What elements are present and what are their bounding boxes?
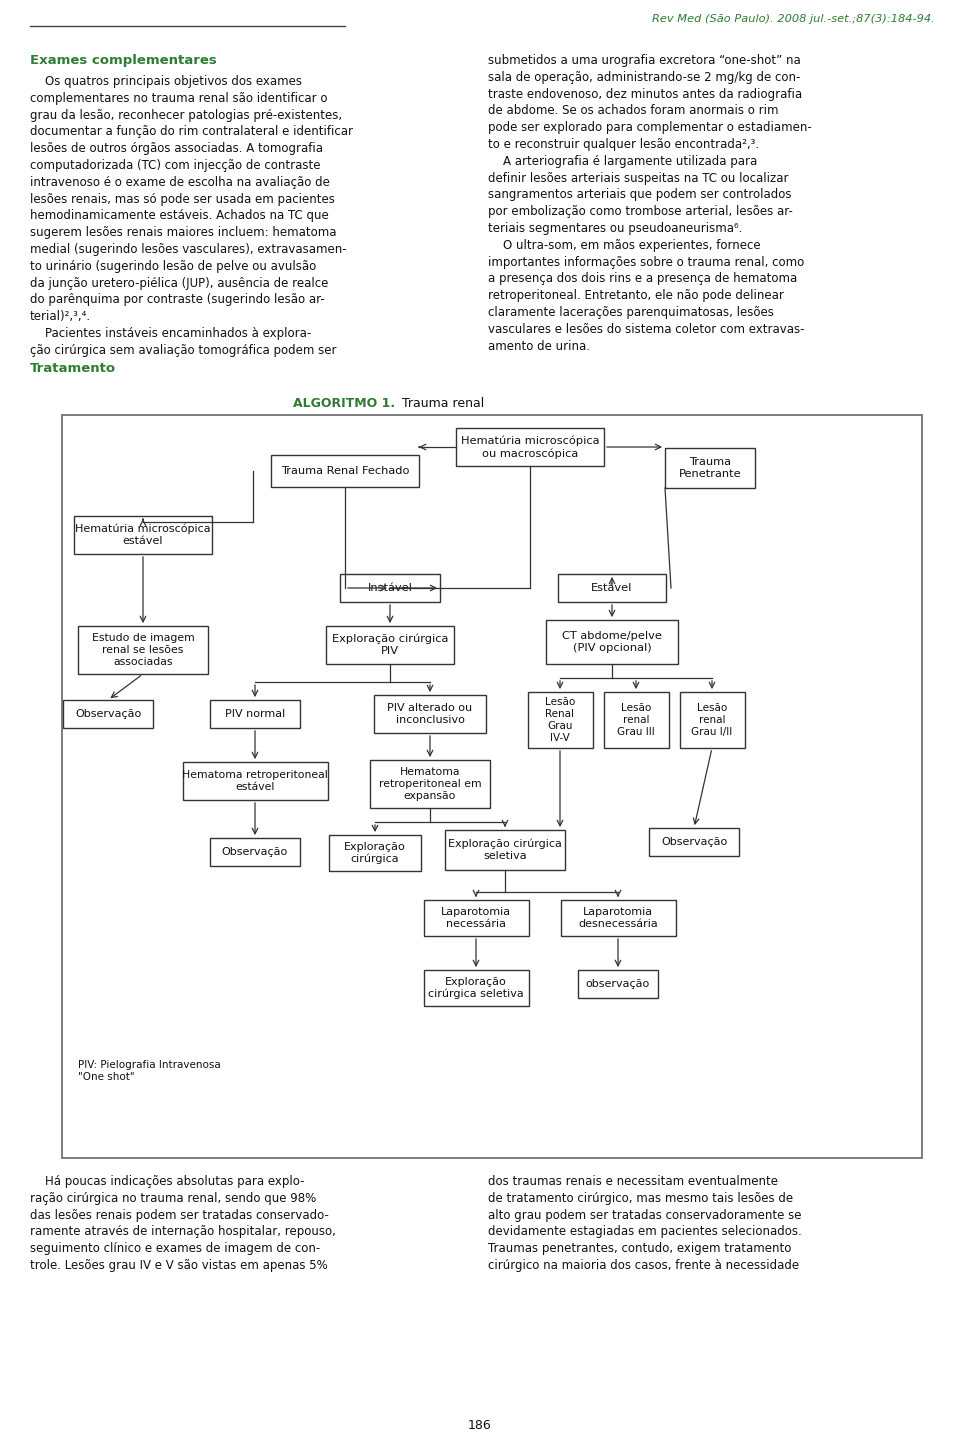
Text: Rev Med (São Paulo). 2008 jul.-set.;87(3):184-94.: Rev Med (São Paulo). 2008 jul.-set.;87(3… [652,14,935,25]
Bar [527,693,592,747]
Text: Estudo de imagem
renal se lesões
associadas: Estudo de imagem renal se lesões associa… [91,633,194,667]
Bar [370,760,490,808]
Text: Observação: Observação [222,847,288,857]
Text: Observação: Observação [660,837,727,847]
Bar [649,828,739,856]
Bar [546,620,678,664]
Bar [78,626,208,674]
Bar [680,693,745,747]
Text: Hematúria microscópica
estável: Hematúria microscópica estável [75,524,211,547]
Text: Trauma
Penetrante: Trauma Penetrante [679,457,741,479]
Text: Hematoma retroperitoneal
estável: Hematoma retroperitoneal estável [182,771,328,792]
Bar [63,700,153,729]
Bar [74,517,212,554]
Text: CT abdome/pelve
(PIV opcional): CT abdome/pelve (PIV opcional) [562,631,662,654]
Bar [271,455,419,486]
Text: submetidos a uma urografia excretora “one-shot” na
sala de operação, administran: submetidos a uma urografia excretora “on… [488,53,812,352]
Bar [340,574,440,602]
Text: Laparotomia
desnecessária: Laparotomia desnecessária [578,908,658,929]
Text: Trauma Renal Fechado: Trauma Renal Fechado [280,466,409,476]
Bar [578,970,658,999]
Bar [182,762,327,799]
Bar [423,970,529,1006]
Text: observação: observação [586,978,650,988]
Text: Tratamento: Tratamento [30,362,116,375]
Bar [445,830,565,870]
Bar [604,693,668,747]
Bar [558,574,666,602]
Bar [210,700,300,729]
Text: Há poucas indicações absolutas para explo-
ração cirúrgica no trauma renal, send: Há poucas indicações absolutas para expl… [30,1175,336,1271]
Text: PIV alterado ou
inconclusivo: PIV alterado ou inconclusivo [388,703,472,724]
Bar [326,626,454,664]
Bar [665,447,755,488]
Bar [456,429,604,466]
Bar [210,838,300,866]
Text: Trauma renal: Trauma renal [398,397,484,410]
Text: PIV: Pielografia Intravenosa
"One shot": PIV: Pielografia Intravenosa "One shot" [78,1061,221,1082]
Text: Lesão
renal
Grau I/II: Lesão renal Grau I/II [691,703,732,737]
Text: Hematoma
retroperitoneal em
expansão: Hematoma retroperitoneal em expansão [378,768,481,801]
Text: Exploração cirúrgica
PIV: Exploração cirúrgica PIV [332,633,448,657]
Text: Instável: Instável [368,583,413,593]
Text: Laparotomia
necessária: Laparotomia necessária [441,908,511,929]
Text: dos traumas renais e necessitam eventualmente
de tratamento cirúrgico, mas mesmo: dos traumas renais e necessitam eventual… [488,1175,802,1271]
Bar [374,696,486,733]
Text: Observação: Observação [75,709,141,719]
Bar [423,900,529,937]
Text: Exames complementares: Exames complementares [30,53,217,66]
Bar [62,416,922,1157]
Text: 186: 186 [468,1418,492,1431]
Text: Os quatros principais objetivos dos exames
complementares no trauma renal são id: Os quatros principais objetivos dos exam… [30,75,353,356]
Bar [329,835,421,872]
Text: Lesão
renal
Grau III: Lesão renal Grau III [617,703,655,737]
Text: PIV normal: PIV normal [225,709,285,719]
Text: Estável: Estável [591,583,633,593]
Text: Hematúria microscópica
ou macroscópica: Hematúria microscópica ou macroscópica [461,436,599,459]
Text: Exploração
cirúrgica seletiva: Exploração cirúrgica seletiva [428,977,524,1000]
Text: Lesão
Renal
Grau
IV-V: Lesão Renal Grau IV-V [545,697,575,743]
Bar [561,900,676,937]
Text: Exploração cirúrgica
seletiva: Exploração cirúrgica seletiva [448,838,562,861]
Text: ALGORITMO 1.: ALGORITMO 1. [293,397,395,410]
Text: Exploração
cirúrgica: Exploração cirúrgica [344,841,406,864]
